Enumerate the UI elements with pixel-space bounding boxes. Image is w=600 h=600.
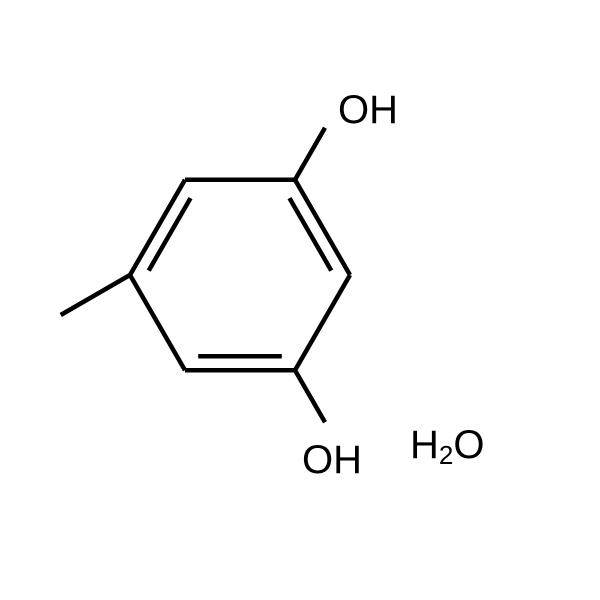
oh-top-bond [295, 128, 325, 180]
methyl-bond [61, 275, 130, 315]
water-label: H2O [410, 423, 484, 470]
ring-bond [295, 275, 350, 370]
water-sub-2: 2 [439, 440, 453, 470]
oh-bottom-label: OH [302, 438, 362, 482]
water-O: O [453, 423, 484, 467]
atom-label-layer: OHOHH2O [302, 88, 484, 482]
oh-top-label: OH [338, 88, 398, 132]
ring-bond [130, 275, 185, 370]
bond-layer [61, 128, 350, 422]
water-H: H [410, 423, 439, 467]
ring-bond [130, 180, 185, 275]
ring-bond [295, 180, 350, 275]
oh-bottom-bond [295, 370, 325, 422]
chemical-structure-diagram: OHOHH2O [0, 0, 600, 600]
